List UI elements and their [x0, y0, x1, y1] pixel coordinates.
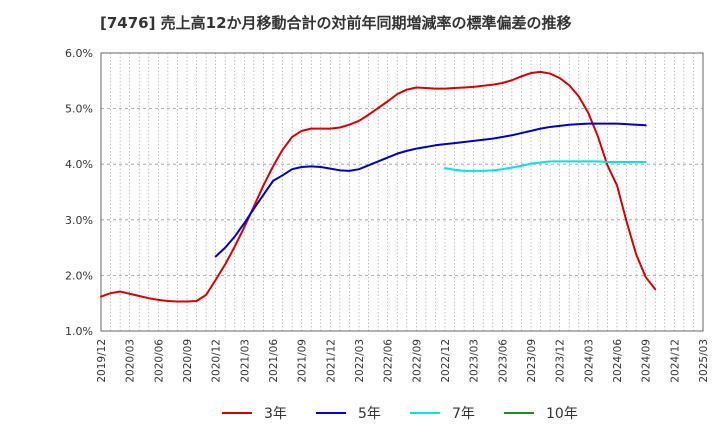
- y-tick-label: 5.0%: [65, 103, 93, 116]
- y-tick-label: 2.0%: [65, 269, 93, 282]
- x-tick-label: 2022/09: [411, 339, 423, 383]
- x-tick-label: 2023/06: [497, 339, 509, 383]
- x-tick-label: 2019/12: [96, 339, 108, 383]
- x-tick-label: 2023/12: [555, 339, 567, 383]
- series-line-2: [444, 160, 647, 172]
- x-tick-label: 2021/06: [268, 339, 280, 383]
- legend-label-0: 3年: [264, 406, 287, 422]
- y-tick-label: 1.0%: [65, 325, 93, 338]
- x-tick-label: 2024/03: [583, 339, 595, 383]
- x-tick-label: 2020/12: [211, 339, 223, 383]
- x-tick-label: 2020/03: [125, 339, 137, 383]
- x-tick-label: 2023/09: [526, 339, 538, 383]
- x-tick-label: 2022/03: [354, 339, 366, 383]
- grid-layer: [101, 53, 703, 331]
- legend: 3年 5年 7年 10年: [222, 406, 578, 422]
- legend-label-1: 5年: [358, 406, 381, 422]
- y-tick-label: 6.0%: [65, 47, 93, 60]
- x-tick-label: 2022/12: [440, 339, 452, 383]
- x-tick-label: 2024/06: [612, 339, 624, 383]
- x-tick-label: 2021/09: [297, 339, 309, 383]
- legend-label-2: 7年: [452, 406, 475, 422]
- x-tick-label: 2021/03: [239, 339, 251, 383]
- x-tick-label: 2020/09: [182, 339, 194, 383]
- x-tick-label: 2025/03: [698, 339, 710, 383]
- series-line-0: [100, 70, 657, 303]
- x-tick-label: 2024/09: [641, 339, 653, 383]
- series-layer: [100, 70, 657, 303]
- x-tick-label: 2024/12: [669, 339, 681, 383]
- x-tick-label: 2023/03: [469, 339, 481, 383]
- y-tick-label: 4.0%: [65, 158, 93, 171]
- series-line-1: [214, 122, 647, 258]
- axis-layer: 1.0% 2.0% 3.0% 4.0% 5.0% 6.0% 2019/12 2020/03 20…: [65, 47, 710, 383]
- plot-frame: [100, 52, 704, 332]
- y-tick-label: 3.0%: [65, 214, 93, 227]
- legend-label-3: 10年: [546, 406, 578, 422]
- chart-title: [7476] 売上高12か月移動合計の対前年同期増減率の標準偏差の推移: [100, 14, 572, 32]
- x-tick-label: 2021/12: [325, 339, 337, 383]
- x-tick-label: 2020/06: [153, 339, 165, 383]
- x-tick-label: 2022/06: [383, 339, 395, 383]
